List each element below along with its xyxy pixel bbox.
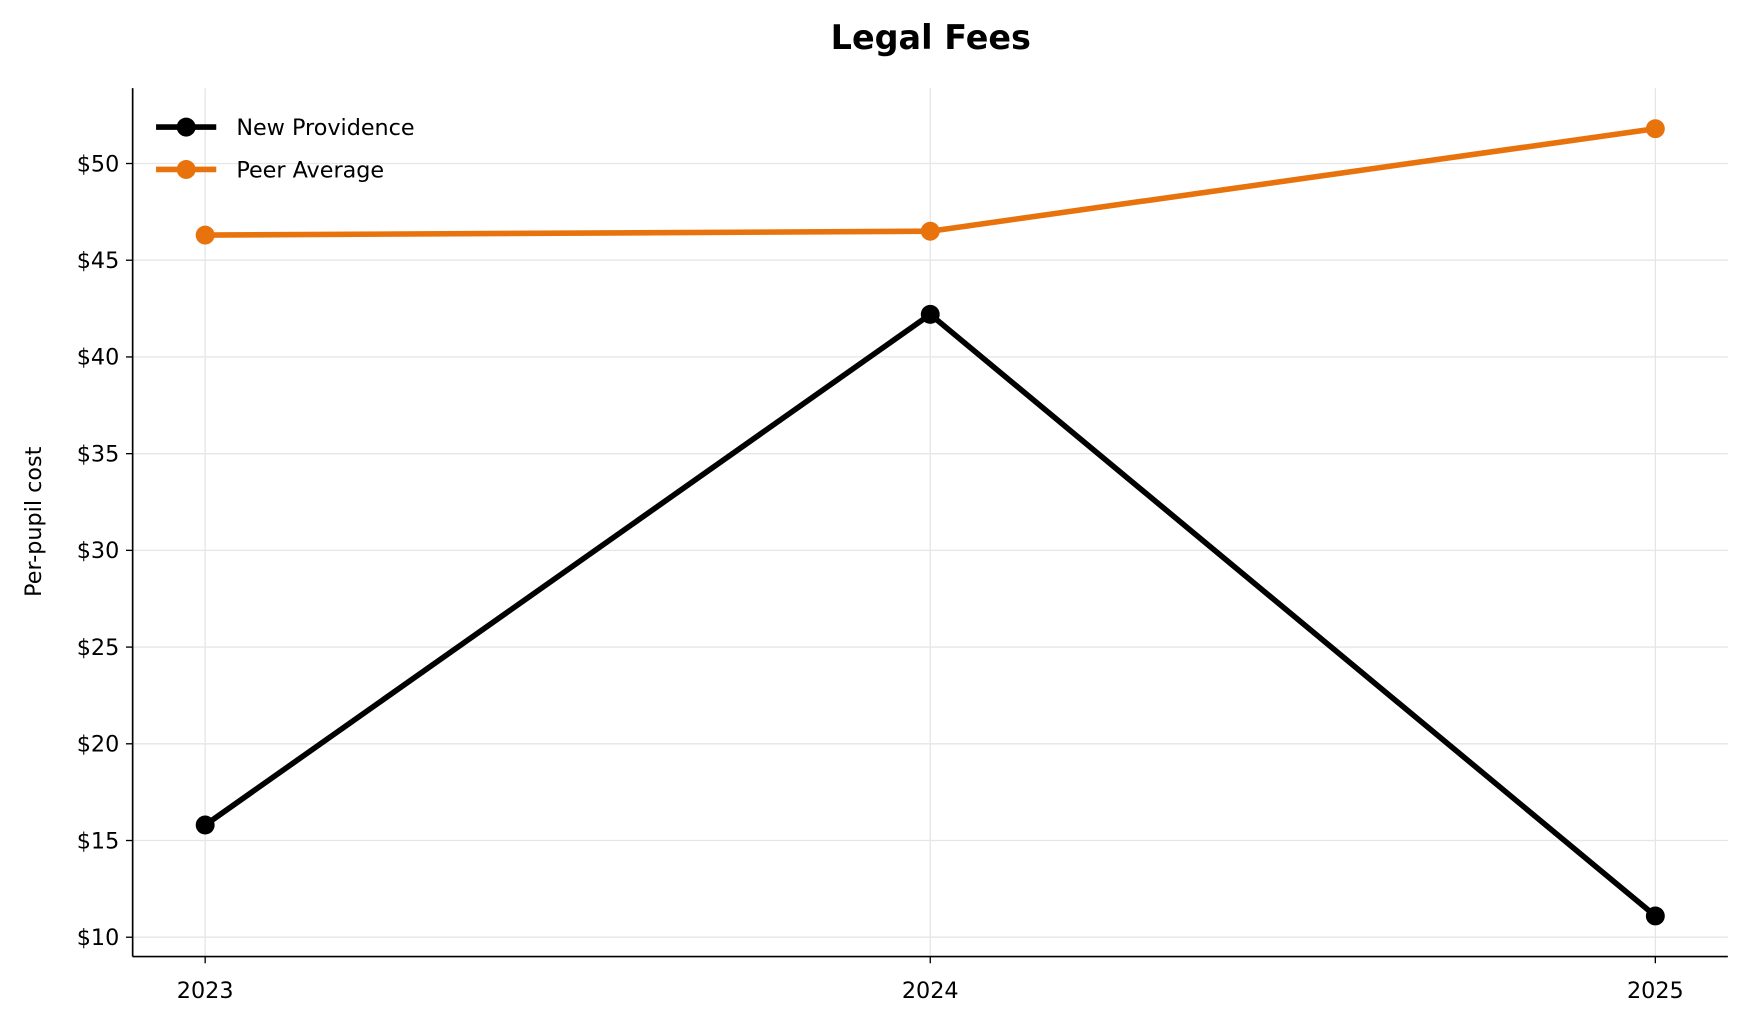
- x-tick-label: 2023: [177, 978, 234, 1004]
- series-group: [195, 119, 1665, 926]
- y-tick-label: $45: [77, 248, 120, 274]
- y-tick-label: $10: [77, 925, 120, 951]
- y-tick-label: $40: [77, 345, 120, 371]
- y-tick-label: $15: [77, 828, 120, 854]
- x-tick-label: 2024: [902, 978, 959, 1004]
- y-tick-label: $25: [77, 635, 120, 661]
- data-point-peer-average: [1645, 119, 1665, 139]
- data-point-peer-average: [195, 225, 215, 245]
- data-point-peer-average: [920, 221, 940, 241]
- y-tick-label: $30: [77, 538, 120, 564]
- legend: New Providence Peer Average: [156, 115, 415, 183]
- data-point-new-providence: [920, 304, 940, 324]
- legend-label-peer-average: Peer Average: [236, 157, 384, 183]
- y-tick-label: $35: [77, 441, 120, 467]
- gridlines: [132, 88, 1728, 957]
- data-point-new-providence: [1645, 906, 1665, 926]
- chart-title: Legal Fees: [831, 18, 1031, 57]
- legend-marker-new-providence: [176, 117, 196, 137]
- legend-label-new-providence: New Providence: [236, 115, 414, 141]
- axes: [125, 88, 1728, 964]
- y-tick-label: $50: [77, 151, 120, 177]
- data-point-new-providence: [195, 815, 215, 835]
- legend-marker-peer-average: [176, 159, 196, 179]
- tick-labels: $10 $15 $20 $25 $30 $35 $40 $45 $50 2023 2024 2025: [77, 151, 1684, 1004]
- y-axis-label: Per-pupil cost: [21, 446, 47, 596]
- y-tick-label: $20: [77, 732, 120, 758]
- x-tick-label: 2025: [1627, 978, 1684, 1004]
